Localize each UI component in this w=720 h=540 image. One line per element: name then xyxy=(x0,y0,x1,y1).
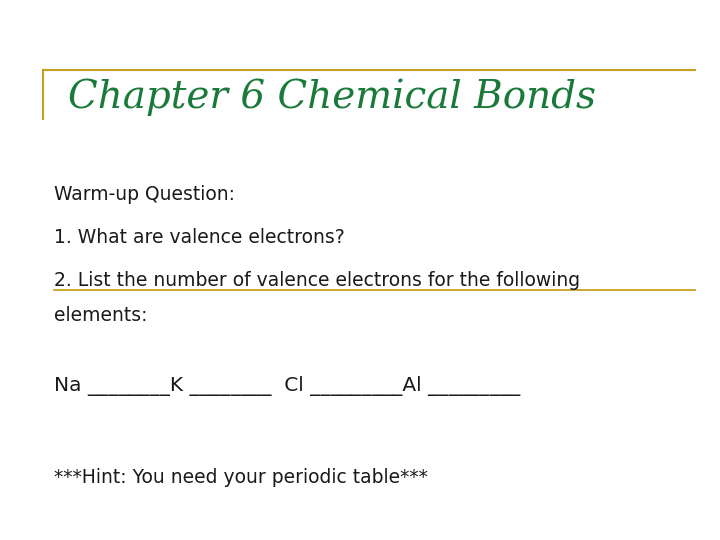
Text: Chapter 6 Chemical Bonds: Chapter 6 Chemical Bonds xyxy=(68,78,596,116)
Text: 1. What are valence electrons?: 1. What are valence electrons? xyxy=(54,228,345,247)
Text: elements:: elements: xyxy=(54,306,148,326)
Text: ***Hint: You need your periodic table***: ***Hint: You need your periodic table*** xyxy=(54,468,428,488)
Text: Na ________K ________  Cl _________Al _________: Na ________K ________ Cl _________Al ___… xyxy=(54,376,521,396)
Text: Warm-up Question:: Warm-up Question: xyxy=(54,185,235,204)
Text: 2. List the number of valence electrons for the following: 2. List the number of valence electrons … xyxy=(54,271,580,291)
